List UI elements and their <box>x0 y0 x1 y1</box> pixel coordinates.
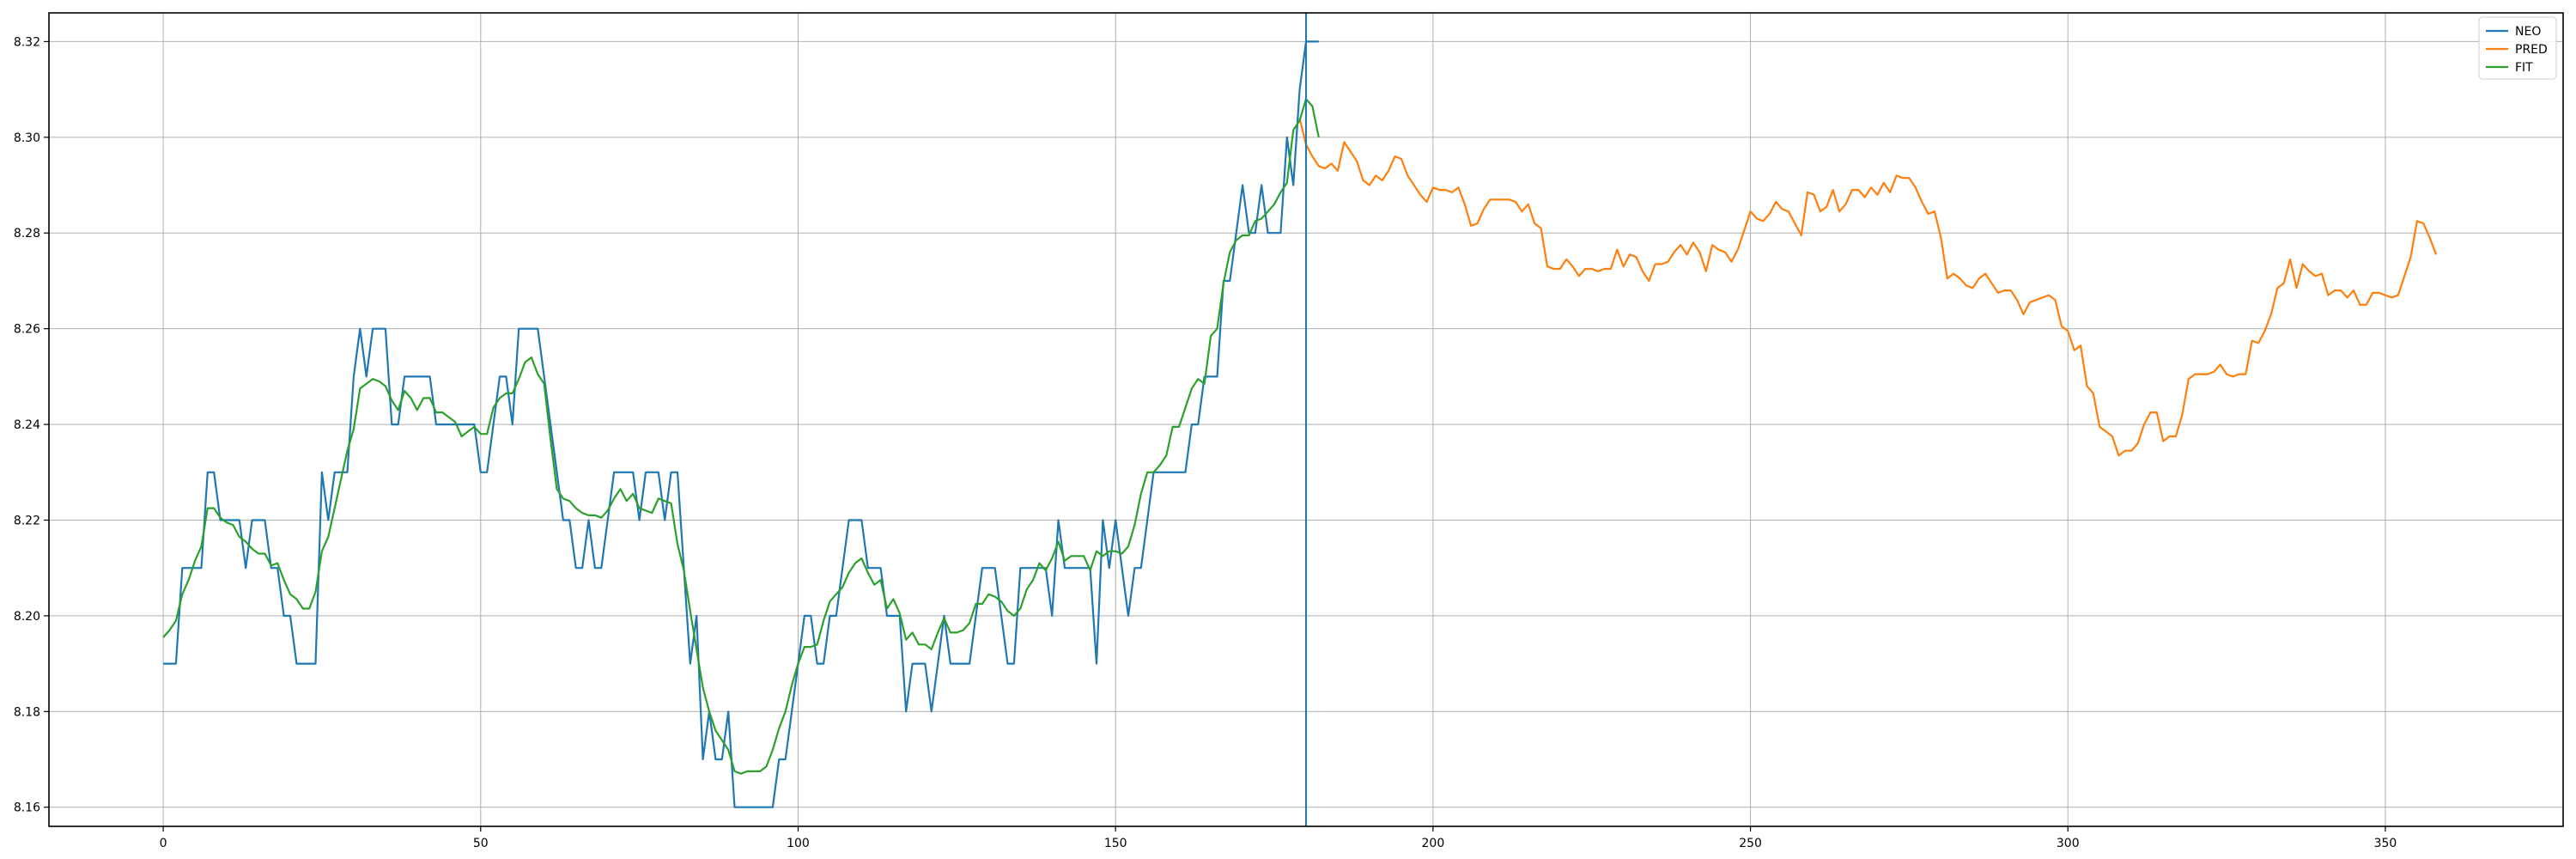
x-tick-label: 0 <box>160 837 167 850</box>
x-tick-label: 250 <box>1739 837 1762 850</box>
legend-box <box>2478 16 2557 80</box>
x-tick-label: 50 <box>473 837 489 850</box>
legend-label-neo: NEO <box>2515 25 2541 39</box>
series-line-fit <box>162 98 1320 775</box>
y-axis-ticks: 8.16 8.18 8.20 8.22 8.24 8.26 8.28 8.30 8.32 <box>14 35 49 815</box>
y-tick-label: 8.28 <box>14 227 40 241</box>
y-tick-label: 8.32 <box>14 35 40 49</box>
x-tick-label: 150 <box>1104 837 1127 850</box>
y-tick-label: 8.30 <box>14 131 40 145</box>
legend-label-pred: PRED <box>2515 43 2548 57</box>
y-tick-label: 8.20 <box>14 610 40 624</box>
series-line-neo <box>163 40 1319 808</box>
y-tick-label: 8.24 <box>14 418 40 432</box>
plot-frame <box>48 12 2564 827</box>
x-tick-label: 300 <box>2057 837 2080 850</box>
x-axis-ticks: 0 50 100 150 200 250 300 350 <box>160 826 2397 850</box>
y-tick-label: 8.16 <box>14 801 40 815</box>
y-tick-label: 8.26 <box>14 323 40 337</box>
x-tick-label: 200 <box>1422 837 1445 850</box>
series-line-pred <box>1298 118 2438 457</box>
y-tick-label: 8.18 <box>14 705 40 719</box>
x-tick-label: 350 <box>2374 837 2397 850</box>
legend: NEO PRED FIT <box>2478 16 2557 80</box>
y-tick-label: 8.22 <box>14 514 40 527</box>
plot-series <box>162 40 2438 808</box>
legend-label-fit: FIT <box>2515 61 2533 75</box>
x-tick-label: 100 <box>787 837 810 850</box>
